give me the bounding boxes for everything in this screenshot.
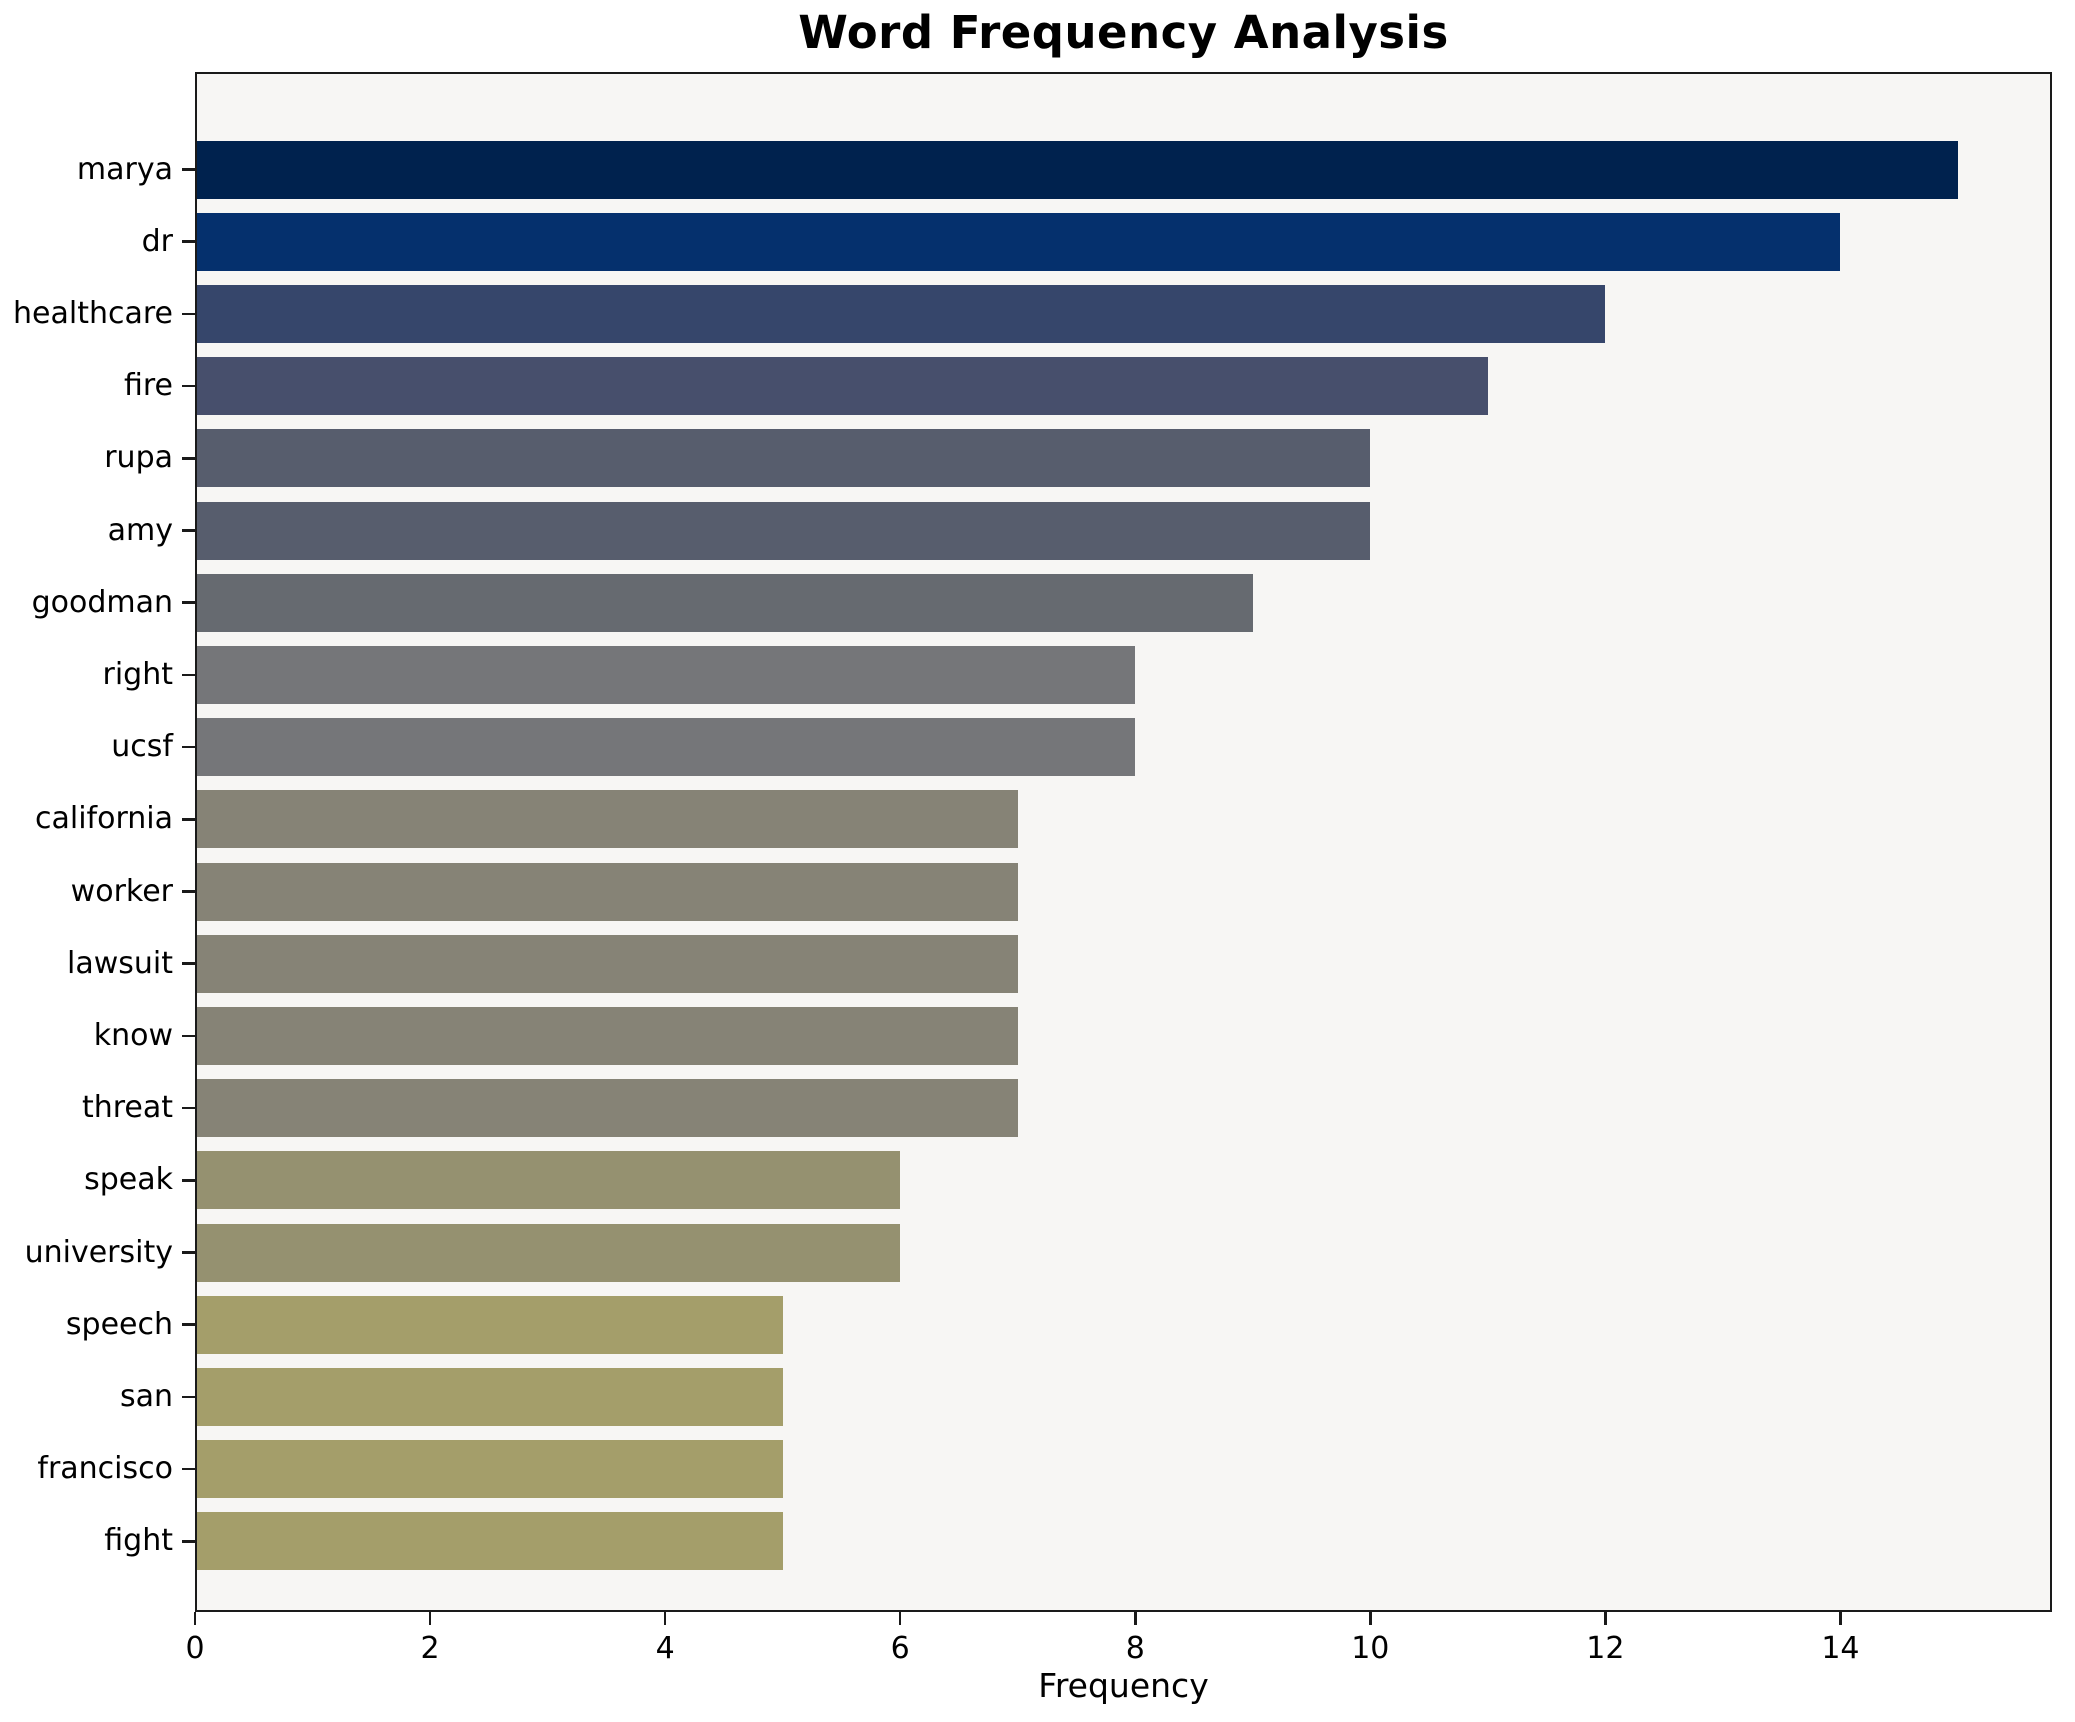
bar-francisco bbox=[197, 1440, 783, 1499]
y-tick-label-francisco: francisco bbox=[37, 1451, 173, 1487]
y-tick-label-rupa: rupa bbox=[104, 440, 173, 476]
x-tick-mark-2 bbox=[428, 1612, 432, 1625]
y-tick-mark-threat bbox=[182, 1106, 195, 1110]
bar-threat bbox=[197, 1079, 1018, 1138]
y-tick-label-know: know bbox=[93, 1017, 173, 1053]
y-tick-mark-healthcare bbox=[182, 312, 195, 316]
x-tick-mark-0 bbox=[193, 1612, 197, 1625]
y-tick-mark-san bbox=[182, 1395, 195, 1399]
x-tick-label-10: 10 bbox=[1351, 1631, 1390, 1666]
y-tick-mark-ucsf bbox=[182, 745, 195, 749]
y-tick-label-lawsuit: lawsuit bbox=[67, 945, 173, 981]
y-tick-label-worker: worker bbox=[70, 873, 173, 909]
x-tick-label-2: 2 bbox=[420, 1631, 440, 1666]
x-tick-mark-12 bbox=[1604, 1612, 1607, 1625]
y-tick-mark-california bbox=[182, 818, 195, 821]
y-tick-label-california: california bbox=[34, 801, 173, 837]
y-tick-mark-university bbox=[182, 1251, 195, 1254]
bar-right bbox=[197, 645, 1136, 704]
bar-california bbox=[197, 790, 1018, 849]
y-tick-label-university: university bbox=[24, 1234, 173, 1270]
bar-fight bbox=[197, 1512, 783, 1571]
bar-speak bbox=[197, 1151, 901, 1210]
bar-san bbox=[197, 1367, 783, 1426]
bar-know bbox=[197, 1006, 1018, 1065]
y-tick-label-healthcare: healthcare bbox=[13, 295, 173, 331]
bar-dr bbox=[197, 212, 1841, 271]
y-tick-mark-lawsuit bbox=[182, 962, 195, 965]
x-tick-label-8: 8 bbox=[1125, 1631, 1145, 1666]
bar-lawsuit bbox=[197, 934, 1018, 993]
x-tick-mark-14 bbox=[1839, 1612, 1842, 1625]
y-tick-mark-worker bbox=[182, 890, 195, 893]
y-tick-label-amy: amy bbox=[107, 512, 173, 548]
bar-healthcare bbox=[197, 284, 1606, 343]
y-tick-mark-fight bbox=[182, 1540, 195, 1543]
y-tick-mark-speech bbox=[182, 1323, 195, 1326]
y-tick-label-dr: dr bbox=[141, 223, 173, 259]
x-tick-label-4: 4 bbox=[655, 1631, 675, 1666]
y-tick-mark-francisco bbox=[182, 1467, 195, 1471]
bar-ucsf bbox=[197, 718, 1136, 777]
y-tick-label-speak: speak bbox=[84, 1162, 173, 1198]
x-tick-label-14: 14 bbox=[1821, 1631, 1860, 1666]
bar-marya bbox=[197, 140, 1958, 199]
chart-title: Word Frequency Analysis bbox=[798, 6, 1449, 59]
y-tick-mark-rupa bbox=[182, 457, 195, 460]
y-tick-label-goodman: goodman bbox=[31, 584, 173, 620]
y-tick-mark-fire bbox=[182, 384, 195, 388]
y-tick-label-marya: marya bbox=[76, 151, 173, 187]
y-tick-label-fire: fire bbox=[123, 368, 173, 404]
bar-fire bbox=[197, 357, 1488, 416]
x-tick-mark-4 bbox=[663, 1612, 667, 1625]
x-tick-label-12: 12 bbox=[1586, 1631, 1625, 1666]
y-tick-label-fight: fight bbox=[104, 1523, 173, 1559]
bar-goodman bbox=[197, 573, 1253, 632]
y-tick-mark-dr bbox=[182, 240, 195, 243]
bar-amy bbox=[197, 501, 1371, 560]
bar-rupa bbox=[197, 429, 1371, 488]
x-tick-mark-8 bbox=[1134, 1612, 1137, 1625]
y-tick-mark-right bbox=[182, 673, 195, 677]
y-tick-label-ucsf: ucsf bbox=[111, 729, 173, 765]
y-tick-mark-goodman bbox=[182, 601, 195, 604]
y-tick-mark-speak bbox=[182, 1179, 195, 1182]
bar-university bbox=[197, 1223, 901, 1282]
y-tick-mark-amy bbox=[182, 529, 195, 532]
x-tick-label-0: 0 bbox=[185, 1631, 205, 1666]
x-axis-label: Frequency bbox=[1038, 1666, 1209, 1705]
y-tick-label-threat: threat bbox=[81, 1090, 173, 1126]
y-tick-mark-know bbox=[182, 1034, 195, 1038]
y-tick-label-speech: speech bbox=[65, 1306, 173, 1342]
y-tick-label-right: right bbox=[102, 656, 174, 692]
y-tick-mark-marya bbox=[182, 168, 195, 171]
x-tick-mark-6 bbox=[898, 1612, 902, 1625]
x-tick-mark-10 bbox=[1369, 1612, 1372, 1625]
bar-worker bbox=[197, 862, 1018, 921]
x-tick-label-6: 6 bbox=[890, 1631, 910, 1666]
y-tick-label-san: san bbox=[119, 1378, 173, 1414]
bar-speech bbox=[197, 1295, 783, 1354]
